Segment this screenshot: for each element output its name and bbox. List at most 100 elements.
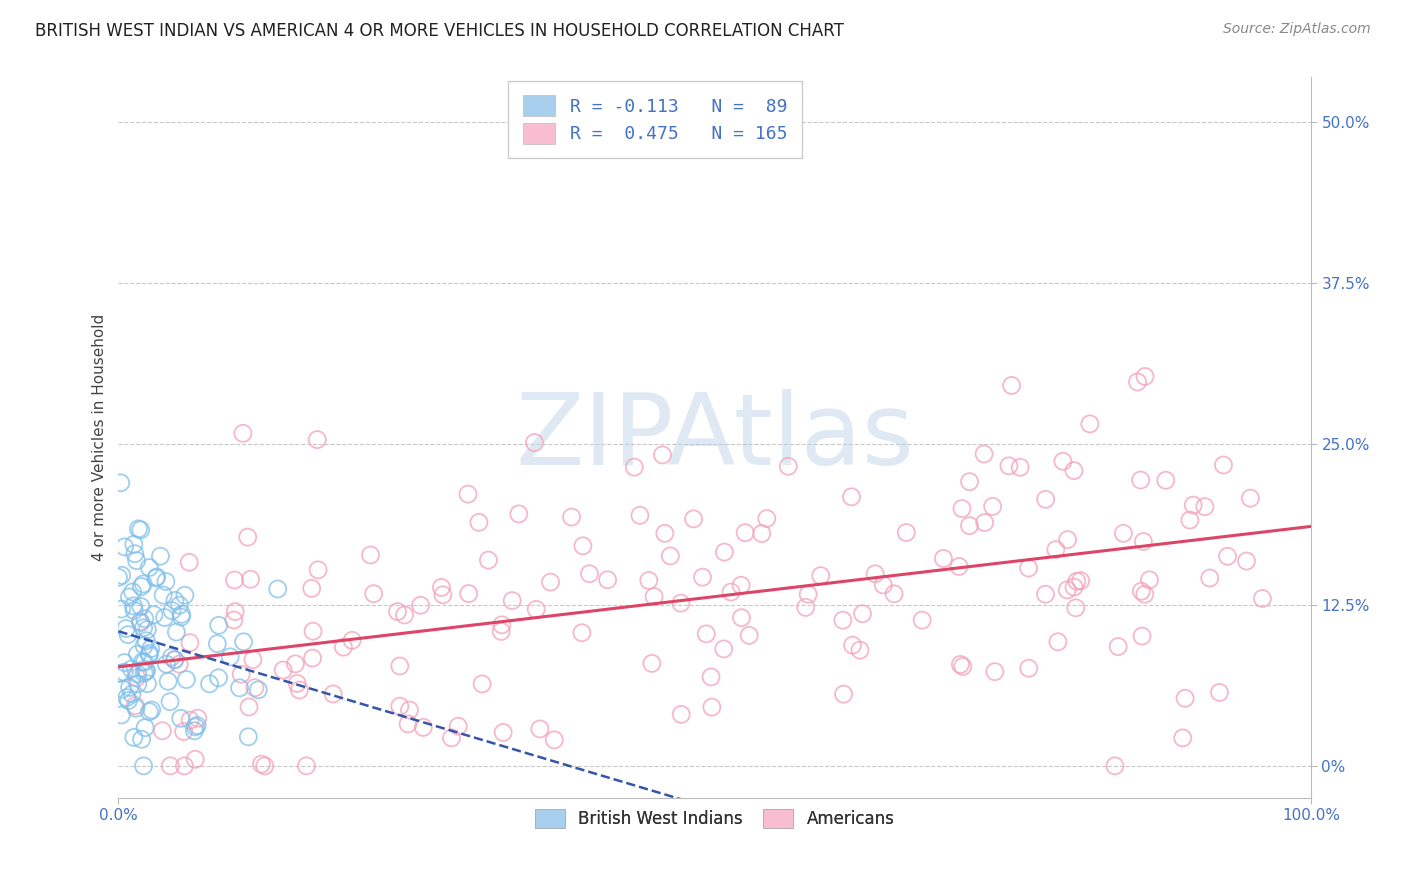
Point xyxy=(794,600,817,615)
Point xyxy=(134,721,156,735)
Point xyxy=(131,732,153,747)
Point xyxy=(117,627,139,641)
Point xyxy=(131,655,153,669)
Point xyxy=(984,665,1007,679)
Point xyxy=(596,573,619,587)
Point xyxy=(543,732,565,747)
Point xyxy=(695,627,717,641)
Point xyxy=(122,603,145,617)
Point xyxy=(1056,533,1078,547)
Point xyxy=(163,653,186,667)
Point xyxy=(307,563,329,577)
Point xyxy=(145,570,167,584)
Point xyxy=(236,530,259,544)
Point xyxy=(118,590,141,604)
Point xyxy=(949,657,972,672)
Point xyxy=(1010,460,1032,475)
Point xyxy=(387,605,409,619)
Point xyxy=(1112,526,1135,541)
Point xyxy=(134,612,156,626)
Point xyxy=(125,701,148,715)
Point xyxy=(107,570,129,584)
Point xyxy=(489,624,512,639)
Point xyxy=(1070,574,1092,588)
Point xyxy=(224,605,246,619)
Point xyxy=(163,593,186,607)
Point xyxy=(778,459,800,474)
Point xyxy=(1130,629,1153,643)
Text: ZIPAtlas: ZIPAtlas xyxy=(515,389,914,486)
Point xyxy=(121,662,143,676)
Point xyxy=(1129,473,1152,487)
Point xyxy=(173,588,195,602)
Point xyxy=(872,578,894,592)
Point xyxy=(540,575,562,590)
Point xyxy=(129,523,152,537)
Point xyxy=(224,573,246,587)
Point xyxy=(122,731,145,745)
Point xyxy=(138,560,160,574)
Point xyxy=(911,613,934,627)
Point xyxy=(671,707,693,722)
Point xyxy=(1133,587,1156,601)
Point xyxy=(198,677,221,691)
Point xyxy=(932,551,955,566)
Point xyxy=(131,580,153,594)
Point xyxy=(127,677,149,691)
Point xyxy=(207,637,229,651)
Point xyxy=(363,587,385,601)
Point xyxy=(1251,591,1274,606)
Point xyxy=(219,649,242,664)
Point xyxy=(170,711,193,725)
Point xyxy=(952,659,974,673)
Point xyxy=(332,640,354,655)
Point xyxy=(651,448,673,462)
Point xyxy=(129,615,152,629)
Point xyxy=(124,547,146,561)
Point xyxy=(1052,454,1074,468)
Point xyxy=(340,633,363,648)
Point xyxy=(110,602,132,616)
Point xyxy=(239,572,262,586)
Point xyxy=(1194,500,1216,514)
Point xyxy=(637,574,659,588)
Point xyxy=(457,586,479,600)
Point xyxy=(1212,458,1234,472)
Point xyxy=(125,671,148,685)
Point xyxy=(160,650,183,665)
Point xyxy=(1236,554,1258,568)
Point xyxy=(1018,661,1040,675)
Point xyxy=(127,522,149,536)
Point xyxy=(284,657,307,671)
Point xyxy=(186,718,208,732)
Point xyxy=(127,667,149,681)
Point xyxy=(398,703,420,717)
Point xyxy=(301,651,323,665)
Point xyxy=(959,475,981,489)
Point xyxy=(396,717,419,731)
Point xyxy=(641,657,664,671)
Point xyxy=(1182,498,1205,512)
Point xyxy=(110,708,132,723)
Point xyxy=(1208,685,1230,699)
Point xyxy=(571,625,593,640)
Point xyxy=(183,723,205,738)
Point xyxy=(228,681,250,695)
Point xyxy=(849,643,872,657)
Point xyxy=(430,581,453,595)
Point xyxy=(1178,513,1201,527)
Point xyxy=(738,628,761,642)
Point xyxy=(222,613,245,627)
Point xyxy=(841,638,863,652)
Point xyxy=(301,582,323,596)
Point xyxy=(643,590,665,604)
Point xyxy=(138,648,160,662)
Point xyxy=(139,641,162,656)
Point xyxy=(713,545,735,559)
Point xyxy=(135,633,157,648)
Point xyxy=(1063,464,1085,478)
Point xyxy=(659,549,682,563)
Point xyxy=(112,665,135,680)
Point xyxy=(1171,731,1194,745)
Point xyxy=(250,757,273,772)
